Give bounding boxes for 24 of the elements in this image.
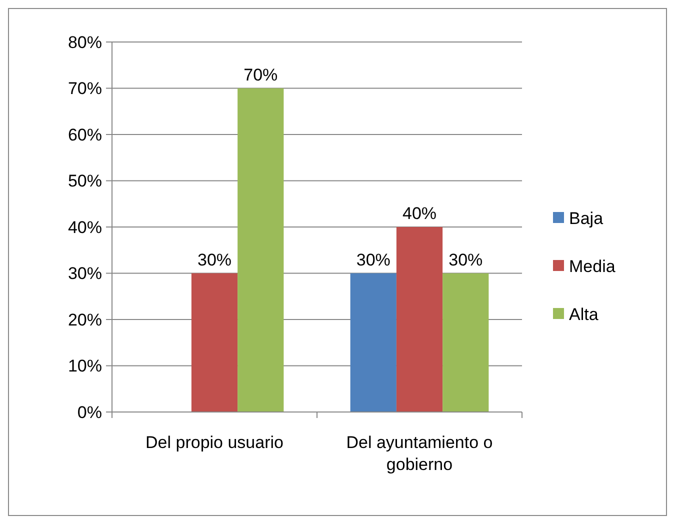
bar — [238, 88, 284, 412]
data-label: 30% — [197, 250, 232, 270]
bar — [191, 273, 238, 412]
y-tick-label: 80% — [68, 32, 102, 52]
data-label: 30% — [448, 250, 483, 270]
y-tick-label: 60% — [68, 125, 102, 144]
y-tick-label: 50% — [68, 172, 102, 191]
bar — [396, 227, 443, 412]
x-tick-label: Del ayuntamiento o gobierno — [346, 433, 493, 474]
y-tick-label: 20% — [68, 310, 102, 330]
bar — [350, 273, 396, 412]
data-label: 30% — [356, 250, 390, 270]
y-tick-label: 0% — [77, 402, 102, 422]
legend-label: Baja — [569, 208, 604, 228]
y-tick-label: 30% — [68, 264, 102, 284]
y-tick-label: 70% — [68, 79, 102, 98]
legend-label: Media — [569, 256, 616, 276]
data-label: 40% — [402, 204, 437, 223]
bar — [442, 273, 489, 412]
y-tick-label: 40% — [68, 218, 102, 237]
y-tick-label: 10% — [68, 356, 102, 376]
legend-label: Alta — [569, 304, 599, 324]
data-label: 70% — [244, 65, 278, 84]
x-tick-label: Del propio usuario — [146, 433, 284, 452]
